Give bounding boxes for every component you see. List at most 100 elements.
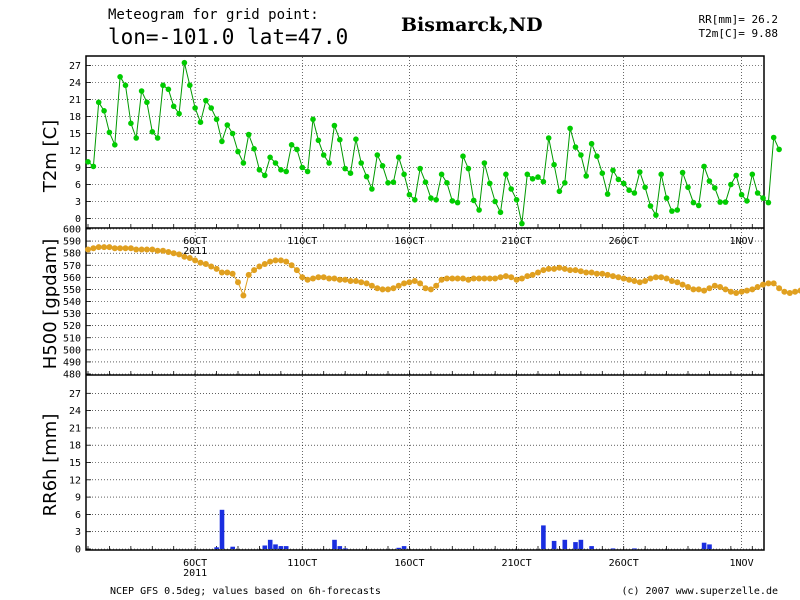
- data-point: [224, 122, 231, 128]
- y-tick-label: 480: [63, 370, 81, 381]
- data-point: [347, 278, 354, 284]
- y-tick-label: 0: [75, 545, 81, 556]
- data-point: [245, 271, 252, 278]
- data-point: [272, 160, 279, 166]
- data-point: [299, 164, 306, 171]
- data-point: [722, 286, 729, 293]
- x-tick-label: 21OCT: [502, 236, 532, 247]
- data-point: [647, 275, 654, 282]
- location-title: Bismarck,ND: [401, 14, 543, 36]
- data-point: [336, 276, 343, 283]
- y-tick-label: 540: [63, 297, 81, 308]
- data-point: [203, 97, 209, 104]
- data-point: [674, 207, 681, 213]
- x-tick-label: 11OCT: [287, 236, 317, 247]
- h500-series: [85, 244, 800, 299]
- x-tick-label: 26OCT: [609, 236, 639, 247]
- data-point: [567, 125, 573, 132]
- data-point: [535, 174, 541, 180]
- y-tick-label: 550: [63, 285, 81, 296]
- y-tick-label: 27: [69, 61, 81, 72]
- y-tick-label: 500: [63, 345, 81, 356]
- h500-axis-label: H500 [gpdam]: [40, 239, 61, 370]
- y-tick-label: 9: [75, 163, 81, 174]
- data-point: [518, 275, 525, 282]
- data-point: [481, 160, 488, 166]
- data-point: [154, 135, 161, 141]
- data-point: [540, 267, 547, 274]
- data-point: [776, 146, 782, 153]
- x-year-label: 2011: [183, 568, 207, 579]
- data-point: [278, 167, 284, 173]
- data-point: [476, 275, 483, 282]
- y-tick-label: 3: [75, 527, 81, 538]
- y-tick-label: 21: [69, 95, 81, 106]
- data-point: [95, 244, 102, 251]
- data-point: [208, 105, 214, 111]
- data-point: [315, 137, 322, 144]
- data-point: [283, 168, 290, 175]
- data-point: [106, 244, 113, 251]
- data-point: [551, 161, 557, 168]
- data-point: [444, 180, 450, 186]
- rr-bar: [396, 547, 401, 549]
- data-point: [288, 262, 295, 269]
- data-point: [454, 275, 461, 282]
- rr-bar: [707, 544, 712, 549]
- data-point: [674, 279, 681, 286]
- data-point: [449, 198, 456, 204]
- data-point: [235, 279, 241, 286]
- data-point: [272, 257, 279, 264]
- data-point: [261, 261, 268, 267]
- data-point: [315, 274, 322, 281]
- y-tick-label: 580: [63, 249, 81, 260]
- data-point: [160, 82, 166, 89]
- data-point: [213, 265, 220, 272]
- data-point: [310, 116, 316, 123]
- y-tick-label: 24: [69, 406, 81, 417]
- data-point: [218, 269, 225, 276]
- data-point: [717, 199, 723, 205]
- data-point: [422, 285, 429, 292]
- data-point: [770, 280, 777, 287]
- y-tick-label: 3: [75, 197, 81, 208]
- data-point: [797, 287, 800, 294]
- data-point: [572, 267, 579, 274]
- data-point: [556, 264, 563, 271]
- data-point: [181, 59, 188, 66]
- data-point: [524, 171, 531, 178]
- data-point: [427, 286, 434, 293]
- data-point: [481, 275, 488, 282]
- data-point: [567, 267, 574, 274]
- source-note: NCEP GFS 0.5deg; values based on 6h-fore…: [110, 586, 381, 597]
- data-point: [202, 261, 209, 267]
- y-tick-label: 12: [69, 475, 81, 486]
- data-point: [508, 274, 515, 281]
- data-point: [701, 163, 707, 170]
- rr-bar: [632, 548, 637, 550]
- data-point: [154, 247, 161, 254]
- data-point: [690, 199, 697, 206]
- data-point: [412, 197, 418, 203]
- data-point: [535, 269, 541, 276]
- data-point: [717, 284, 724, 290]
- data-point: [299, 274, 306, 281]
- data-point: [577, 268, 584, 275]
- data-point: [165, 86, 172, 93]
- rr-bar: [589, 546, 594, 549]
- data-point: [610, 273, 616, 280]
- data-point: [138, 88, 145, 94]
- data-point: [251, 267, 258, 274]
- data-point: [583, 173, 589, 179]
- data-point: [642, 184, 648, 191]
- data-point: [572, 144, 579, 150]
- x-year-label: 2011: [183, 246, 207, 257]
- rr-bar: [551, 540, 557, 549]
- data-point: [331, 122, 338, 129]
- rr-bar: [273, 544, 278, 549]
- data-point: [417, 280, 424, 287]
- data-point: [262, 172, 268, 179]
- data-point: [487, 180, 493, 187]
- t2m-axis-label: T2m [C]: [40, 120, 61, 193]
- data-point: [379, 163, 386, 169]
